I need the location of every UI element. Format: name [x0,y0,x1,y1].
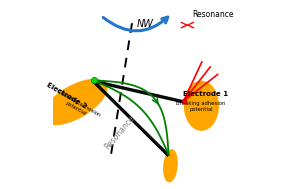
Text: Electrode 2: Electrode 2 [46,82,88,109]
Ellipse shape [43,79,107,125]
Text: Breaking adhesion
potential: Breaking adhesion potential [176,101,225,112]
Text: Resonance: Resonance [103,113,136,151]
Text: Resonance: Resonance [192,10,233,19]
Ellipse shape [164,150,177,182]
Text: NW: NW [137,19,153,29]
Ellipse shape [185,81,218,130]
Text: Breaking adhesion
potential: Breaking adhesion potential [53,89,101,123]
Text: Electrode 1: Electrode 1 [183,91,228,98]
